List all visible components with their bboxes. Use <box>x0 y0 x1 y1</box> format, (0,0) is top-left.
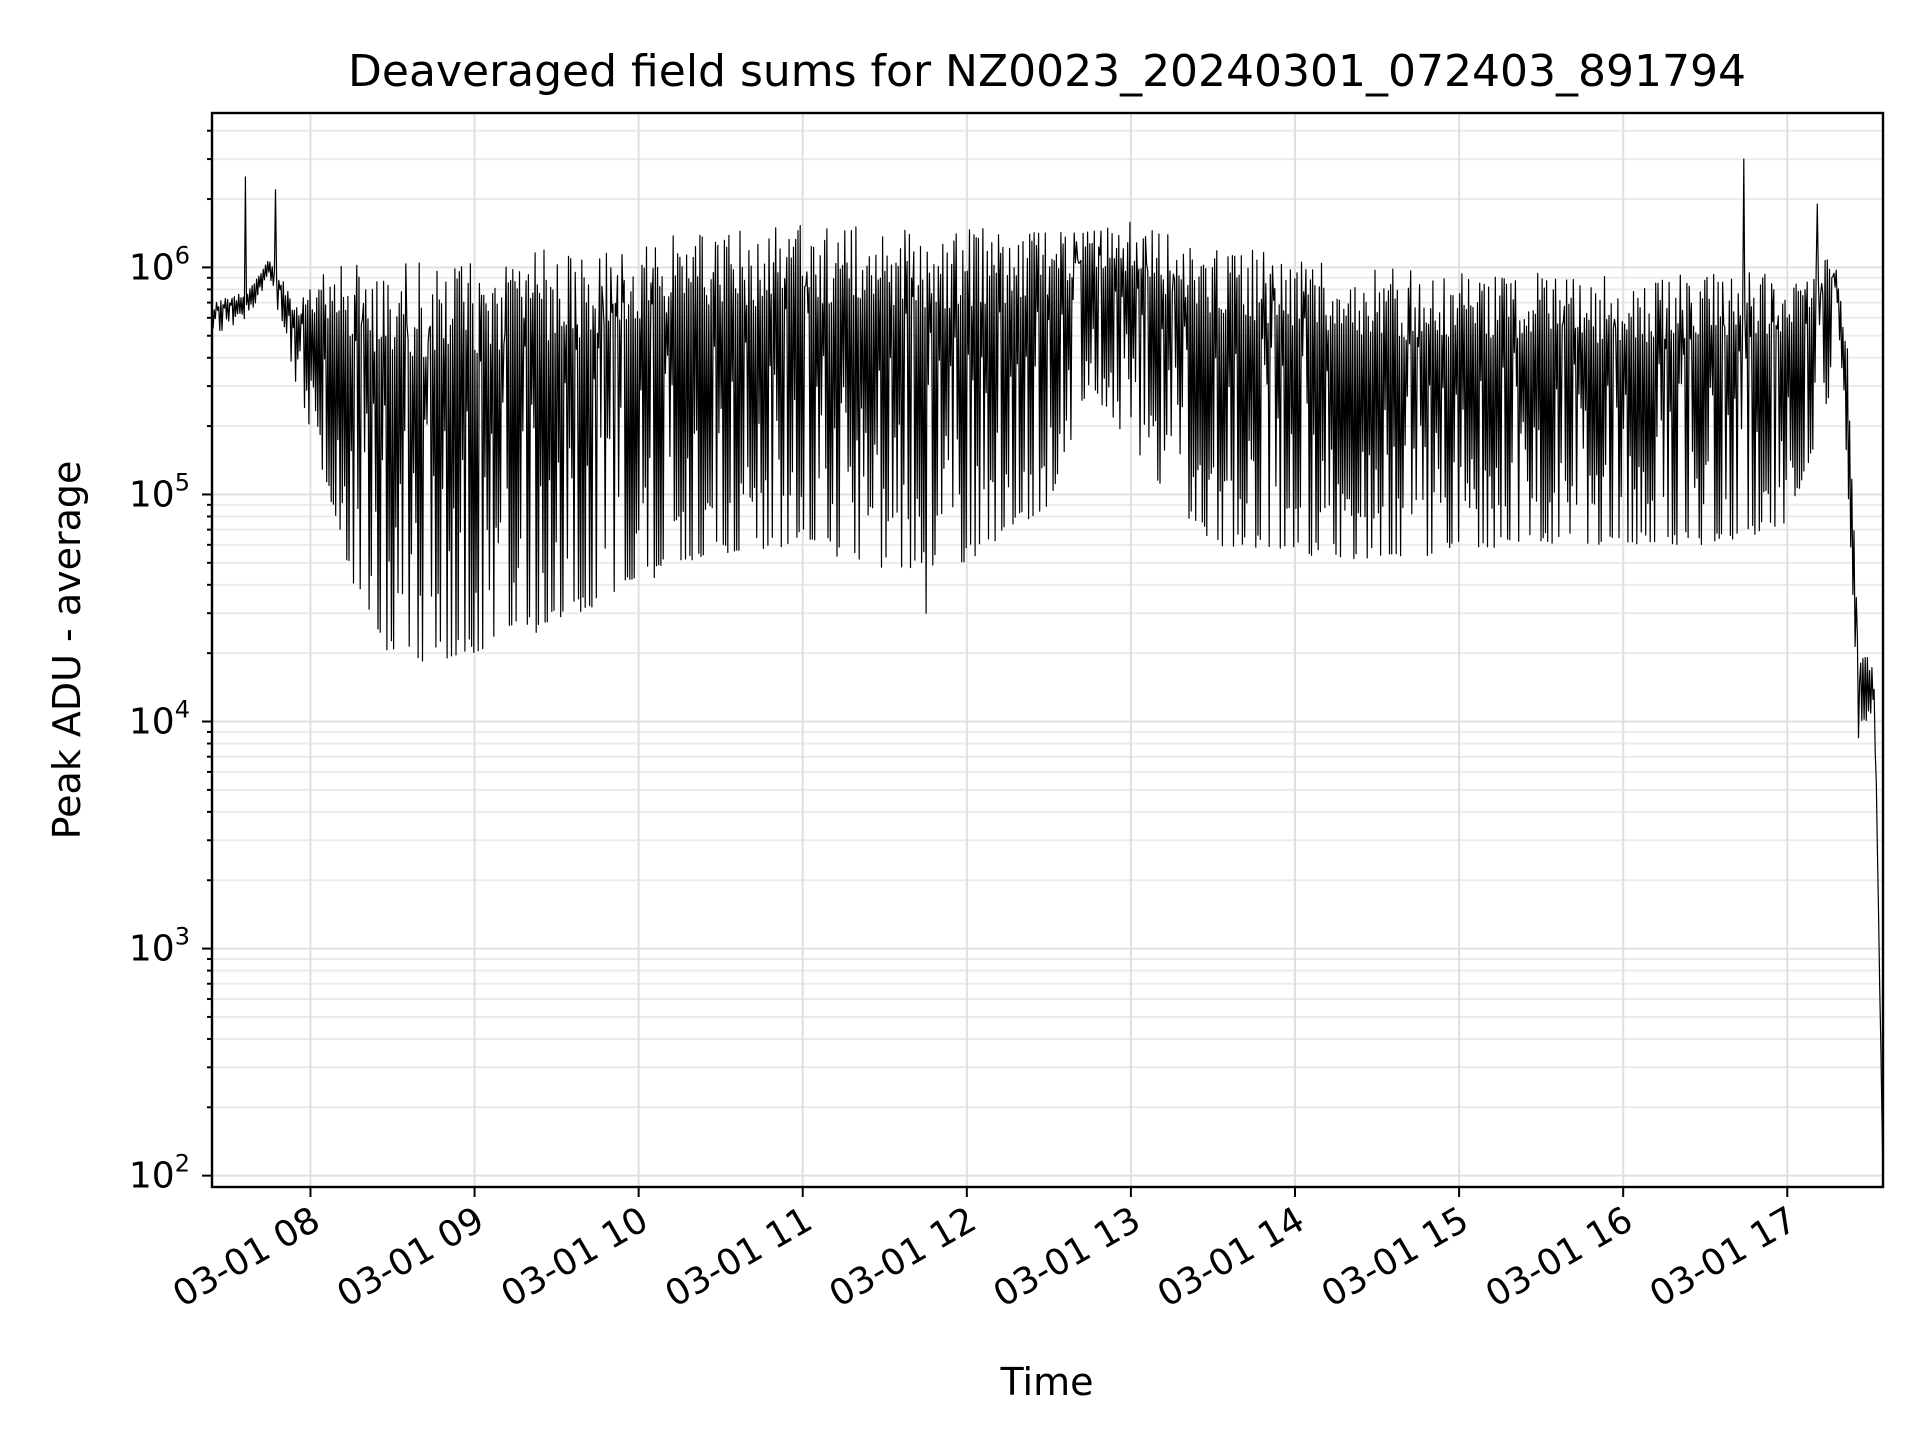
y-tick-label: 106 <box>129 241 190 288</box>
y-tick-label: 105 <box>129 468 190 515</box>
plot-frame <box>210 111 1885 1189</box>
y-axis-label: Peak ADU - average <box>45 461 89 840</box>
series-line <box>211 158 1884 1176</box>
plot-area <box>211 158 1884 1176</box>
chart-title: Deaveraged field sums for NZ0023_2024030… <box>348 46 1746 97</box>
x-axis-label: Time <box>1000 1360 1094 1404</box>
y-tick-label: 104 <box>129 696 190 743</box>
y-axis: 102 103 104 105 106 <box>129 129 212 1197</box>
y-tick-label: 102 <box>129 1150 190 1197</box>
y-tick-label: 103 <box>129 923 190 970</box>
